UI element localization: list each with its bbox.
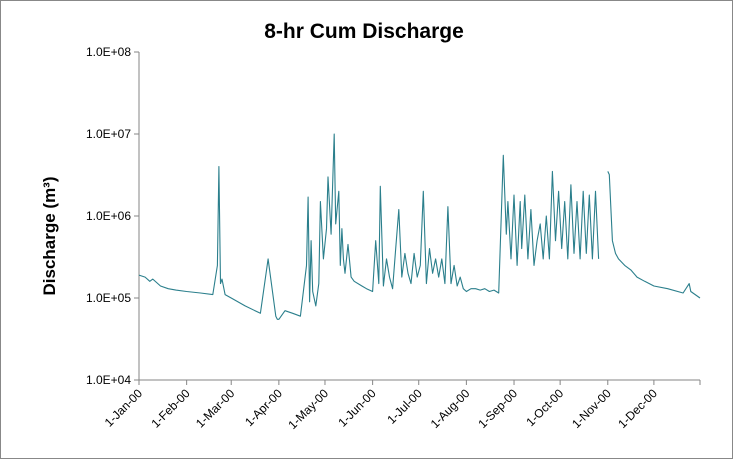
- y-tick-label: 1.0E+08: [86, 45, 131, 59]
- y-tick-label: 1.0E+04: [86, 373, 131, 387]
- y-tick-label: 1.0E+06: [86, 209, 131, 223]
- y-tick-label: 1.0E+05: [86, 291, 131, 305]
- y-tick-label: 1.0E+07: [86, 127, 131, 141]
- chart-title: 8-hr Cum Discharge: [264, 20, 464, 43]
- y-axis-label: Discharge (m³): [40, 176, 59, 295]
- discharge-series-line: [138, 133, 701, 320]
